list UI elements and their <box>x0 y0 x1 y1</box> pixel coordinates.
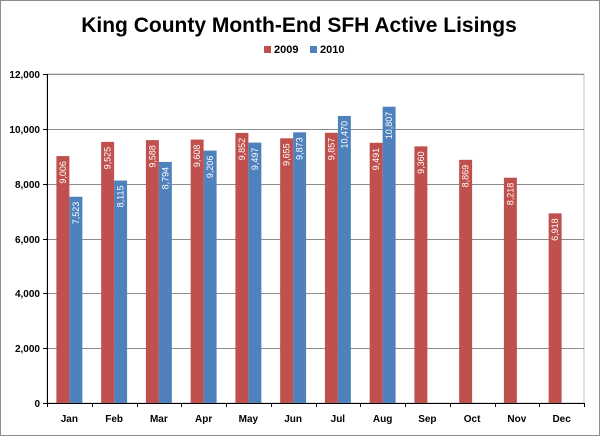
data-label: 9,491 <box>371 148 381 171</box>
data-label: 6,918 <box>550 218 560 241</box>
bar-2009-Jul <box>324 132 338 404</box>
data-label: 8,115 <box>116 186 126 208</box>
legend: 2009 2010 <box>264 44 344 56</box>
y-tick-label: 4,000 <box>15 289 40 300</box>
x-tick-label: Jun <box>284 414 302 425</box>
bar-2009-Jun <box>280 138 294 403</box>
chart-title: King County Month-End SFH Active Lisings <box>81 14 517 37</box>
data-label: 9,655 <box>282 143 292 166</box>
x-tick-label: Jul <box>331 414 346 425</box>
data-label: 9,852 <box>237 138 247 161</box>
y-tick-label: 6,000 <box>15 235 40 246</box>
bar-2009-Mar <box>145 140 159 403</box>
bar-2010-Jul <box>337 115 351 403</box>
bar-2009-Nov <box>503 177 517 403</box>
bar-2010-Feb <box>114 180 128 403</box>
data-label: 9,857 <box>326 138 336 161</box>
data-label: 9,497 <box>250 148 260 171</box>
bar-2010-May <box>248 142 262 404</box>
data-label: 9,525 <box>103 147 113 170</box>
data-label: 9,006 <box>58 161 68 184</box>
y-tick-label: 10,000 <box>9 125 40 136</box>
bar-2010-Jan <box>69 196 83 403</box>
data-label: 8,218 <box>505 183 515 206</box>
x-tick-label: Sep <box>418 414 436 425</box>
data-label: 9,873 <box>295 137 305 160</box>
x-tick-label: Aug <box>373 414 392 425</box>
y-tick-label: 2,000 <box>15 344 40 355</box>
legend-label: 2010 <box>320 44 344 56</box>
bar-2010-Mar <box>158 161 172 403</box>
data-label: 9,588 <box>147 145 157 168</box>
bar-2009-Aug <box>369 142 383 403</box>
x-tick-label: Jan <box>61 414 78 425</box>
legend-swatch-2009 <box>264 46 271 53</box>
legend-swatch-2010 <box>310 46 317 53</box>
bars: 9,006 9,525 9,588 9,608 9,852 9,655 9,857 9,491… <box>56 106 562 404</box>
x-tick-label: Mar <box>150 414 168 425</box>
data-label: 9,360 <box>416 151 426 174</box>
x-tick-label: Feb <box>105 414 123 425</box>
x-axis: Jan Feb Mar Apr May Jun Jul Aug Sep Oct Nov Dec <box>47 403 585 425</box>
plot-area <box>46 73 585 404</box>
bar-2010-Jun <box>293 132 307 403</box>
x-tick-label: Dec <box>552 414 571 425</box>
bar-2009-Feb <box>101 141 115 403</box>
bar-2009-Jan <box>56 156 70 403</box>
bar-2009-Dec <box>548 213 562 403</box>
y-tick-label: 12,000 <box>9 70 40 81</box>
bar-2009-Apr <box>190 139 204 403</box>
bar-2010-Apr <box>203 150 217 403</box>
y-tick-label: 8,000 <box>15 180 40 191</box>
x-tick-label: Apr <box>195 414 212 425</box>
data-label: 7,523 <box>71 202 81 225</box>
bar-2009-Sep <box>414 146 428 403</box>
x-tick-label: Nov <box>507 414 526 425</box>
data-label: 8,794 <box>160 167 170 190</box>
data-label: 10,807 <box>384 112 394 140</box>
data-label: 9,608 <box>192 145 202 168</box>
gridlines <box>46 73 585 404</box>
y-axis: 0 2,000 4,000 6,000 8,000 10,000 12,000 <box>9 70 48 410</box>
bar-2009-Oct <box>459 159 473 403</box>
y-tick-label: 0 <box>34 399 40 410</box>
data-label: 10,470 <box>339 121 349 149</box>
data-label: 8,869 <box>461 165 471 188</box>
legend-label: 2009 <box>274 44 298 56</box>
x-tick-label: Oct <box>464 414 481 425</box>
x-tick-label: May <box>239 414 259 425</box>
bar-2010-Aug <box>382 106 396 404</box>
bar-2009-May <box>235 132 249 404</box>
data-label: 9,206 <box>205 156 215 179</box>
